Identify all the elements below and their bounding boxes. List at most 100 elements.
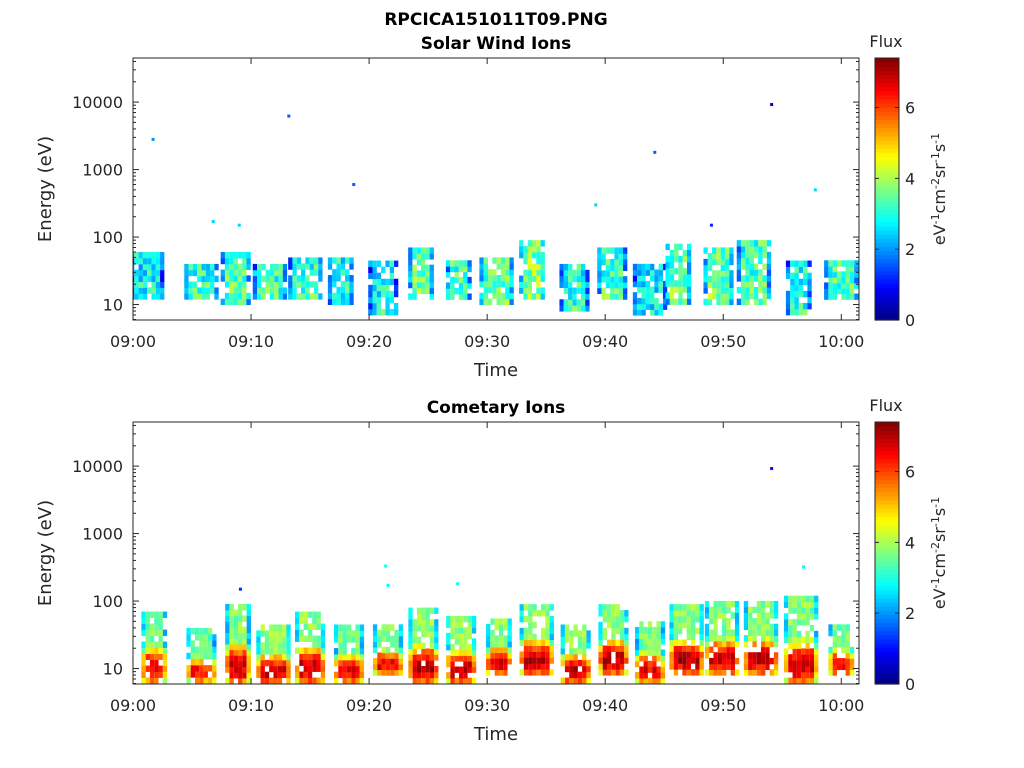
heatmap-cell <box>261 263 266 271</box>
heatmap-cell <box>745 257 750 265</box>
heatmap-cell <box>785 290 791 298</box>
heatmap-cell <box>158 665 163 672</box>
heatmap-cell <box>560 677 565 684</box>
heatmap-cell <box>601 293 606 300</box>
heatmap-cell <box>641 303 646 310</box>
heatmap-cell <box>463 276 468 284</box>
heatmap-cell <box>765 646 770 653</box>
heatmap-cell <box>709 606 714 614</box>
heatmap-cell <box>154 617 159 624</box>
heatmap-cell <box>355 624 360 631</box>
heatmap-cell <box>656 672 661 679</box>
heatmap-cell <box>741 257 746 265</box>
heatmap-cell <box>752 669 757 676</box>
heatmap-cell <box>745 292 750 300</box>
heatmap-cell <box>695 627 700 635</box>
heatmap-cell <box>619 663 625 670</box>
heatmap-cell <box>295 677 300 684</box>
heatmap-cell <box>783 677 789 684</box>
heatmap-cell <box>713 606 718 614</box>
heatmap-cell <box>569 642 574 649</box>
heatmap-cell <box>729 293 734 300</box>
heatmap-cell <box>260 630 265 637</box>
heatmap-cell <box>647 638 653 645</box>
heatmap-cell <box>197 269 202 277</box>
heatmap-cell <box>748 669 753 676</box>
heatmap-cell <box>307 635 313 642</box>
x-ticks-cometary: 09:00 09:10 09:20 09:30 09:40 09:50 10:00 <box>110 422 864 715</box>
x-axis-label-solar-wind: Time <box>473 360 518 381</box>
heatmap-cell <box>803 290 808 298</box>
heatmap-cell <box>133 252 135 259</box>
heatmap-cell <box>252 293 258 300</box>
heatmap-cell <box>149 623 155 630</box>
heatmap-cell <box>372 266 377 273</box>
heatmap-cell <box>674 280 679 287</box>
heatmap-cell <box>274 287 279 294</box>
heatmap-cell <box>753 298 759 306</box>
colorbar-tick-label: 0 <box>905 311 915 330</box>
heatmap-cell <box>765 652 770 659</box>
heatmap-cell <box>632 309 638 316</box>
heatmap-cell <box>229 672 234 679</box>
heatmap-cell <box>273 648 278 655</box>
heatmap-cell <box>318 263 323 270</box>
heatmap-cell <box>381 669 386 676</box>
heatmap-cell <box>762 281 767 288</box>
heatmap-cell <box>450 627 455 634</box>
heatmap-cell <box>523 604 529 611</box>
heatmap-cell <box>523 669 529 676</box>
heatmap-cell <box>528 627 533 635</box>
heatmap-cell <box>745 281 750 288</box>
heatmap-cell <box>509 275 514 282</box>
heatmap-cell <box>320 653 326 660</box>
heatmap-cell <box>577 642 583 649</box>
heatmap-cell <box>224 263 230 271</box>
heatmap-cell <box>619 615 625 623</box>
heatmap-cell <box>242 677 247 684</box>
heatmap-cell <box>674 298 679 305</box>
heatmap-cell <box>573 654 578 661</box>
heatmap-cell <box>186 665 191 672</box>
heatmap-cell <box>190 628 196 635</box>
colorbar-step <box>875 143 899 149</box>
heatmap-cell <box>336 257 341 264</box>
heatmap-cell <box>652 660 657 668</box>
heatmap-cell <box>598 639 603 646</box>
heatmap-cell <box>507 646 512 654</box>
heatmap-cell <box>412 247 417 254</box>
heatmap-cell <box>238 666 243 673</box>
heatmap-cell <box>523 281 528 288</box>
heatmap-cell <box>832 287 837 295</box>
heatmap-cell <box>256 654 261 661</box>
colorbar-step <box>875 119 899 125</box>
heatmap-cell <box>619 627 625 635</box>
heatmap-cell <box>494 652 499 659</box>
heatmap-cell <box>769 669 774 676</box>
colorbar-step <box>875 270 899 276</box>
heatmap-cell <box>282 263 288 271</box>
heatmap-cell <box>854 271 859 278</box>
heatmap-cell <box>632 303 638 310</box>
heatmap-cell <box>313 257 319 264</box>
colorbar-step <box>875 209 899 215</box>
heatmap-cell <box>505 292 510 300</box>
heatmap-cell <box>195 652 200 660</box>
heatmap-cell <box>195 634 200 641</box>
heatmap-cell <box>376 284 382 292</box>
colorbar-step <box>875 111 899 116</box>
heatmap-cell <box>695 645 700 652</box>
heatmap-cell <box>408 607 413 614</box>
heatmap-cell <box>229 298 234 306</box>
heatmap-cell <box>656 643 661 651</box>
heatmap-cell <box>416 253 422 260</box>
heatmap-cell <box>832 624 837 631</box>
heatmap-cell <box>459 677 464 684</box>
heatmap-cell <box>425 665 430 673</box>
heatmap-cell <box>722 635 727 642</box>
heatmap-cell <box>154 629 159 636</box>
heatmap-cell <box>471 655 477 662</box>
heatmap-cell <box>394 284 399 292</box>
x-tick-label: 09:20 <box>346 696 392 715</box>
colorbar-frame-solar-wind <box>874 57 900 321</box>
